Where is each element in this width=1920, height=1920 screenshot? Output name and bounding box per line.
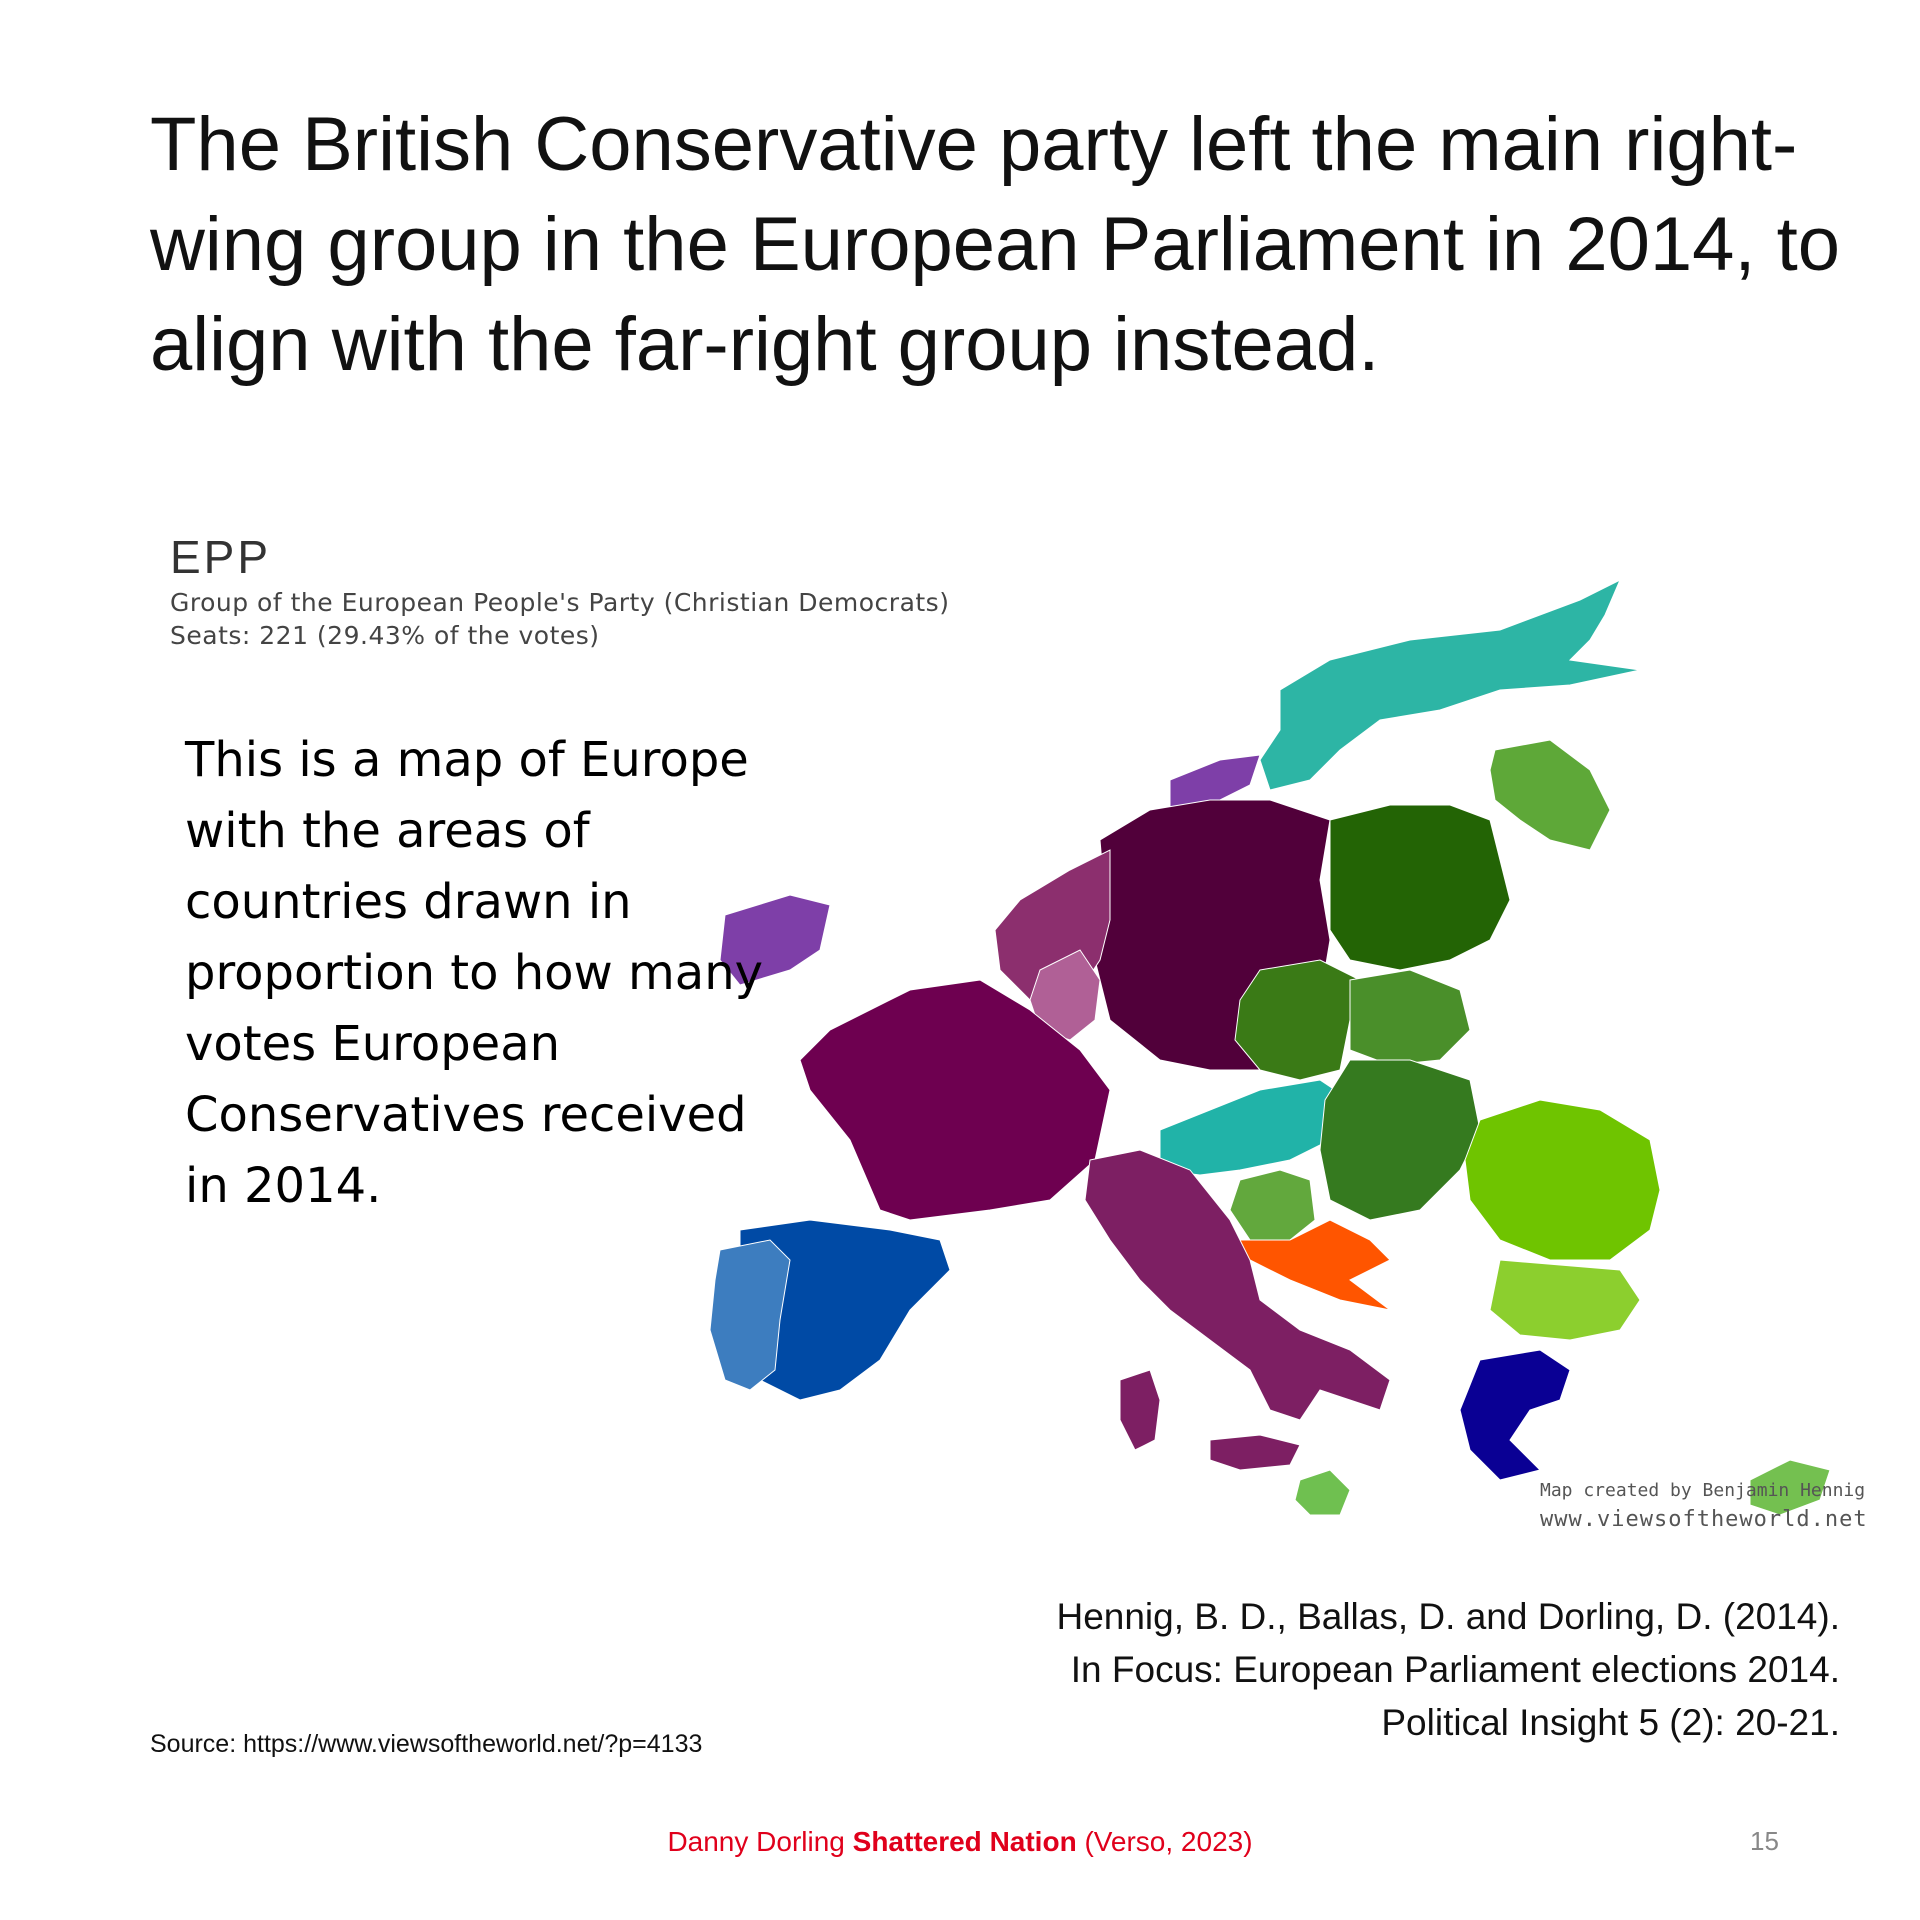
footer-book: Shattered Nation [852,1826,1077,1857]
region-croatia [1228,1219,1391,1311]
region-hungary [1319,1059,1481,1221]
region-sicily [1209,1434,1301,1471]
region-slovakia [1349,969,1471,1066]
region-greece [1459,1349,1571,1481]
region-baltics [1489,739,1611,851]
region-ireland [719,894,831,986]
slide-title: The British Conservative party left the … [150,102,1840,387]
region-slovenia [1229,1169,1316,1241]
map-credit: Map created by Benjamin Hennig www.views… [1540,1480,1868,1532]
map-explanation: This is a map of Europe with the areas o… [185,732,764,1214]
region-poland [1329,804,1511,971]
source-note: Source: https://www.viewsoftheworld.net/… [150,1730,703,1758]
credit-author: Map created by Benjamin Hennig [1540,1480,1866,1501]
region-france [799,979,1111,1221]
citation-line1: Hennig, B. D., Ballas, D. and Dorling, D… [1056,1596,1840,1637]
cartogram-map: EPP Group of the European People's Party… [150,520,1850,1560]
region-cyprus [1749,1459,1831,1516]
region-sardinia [1119,1369,1161,1451]
region-nordic [1259,578,1641,791]
region-luxembourg [1029,949,1101,1041]
credit-url: www.viewsoftheworld.net [1540,1507,1868,1532]
legend-seats: Seats: 221 (29.43% of the votes) [170,621,600,650]
region-italy [1084,1149,1391,1421]
footer-author: Danny Dorling [667,1826,845,1857]
map-legend: EPP Group of the European People's Party… [170,530,949,650]
page-number: 15 [1750,1826,1779,1856]
europe-cartogram [709,578,1831,1516]
citation-line2: In Focus: European Parliament elections … [1070,1649,1840,1690]
region-bulgaria [1489,1259,1641,1341]
citation: Hennig, B. D., Ballas, D. and Dorling, D… [1056,1590,1840,1749]
region-romania [1464,1099,1661,1261]
footer-credit: Danny Dorling Shattered Nation (Verso, 2… [0,1826,1920,1858]
region-portugal [709,1239,791,1391]
legend-group: Group of the European People's Party (Ch… [170,588,950,617]
footer-publisher: (Verso, 2023) [1084,1826,1253,1857]
legend-code: EPP [170,531,272,583]
region-austria [1159,1079,1351,1176]
citation-line3: Political Insight 5 (2): 20-21. [1381,1702,1840,1743]
region-malta [1294,1469,1351,1516]
region-czechia [1234,959,1361,1081]
